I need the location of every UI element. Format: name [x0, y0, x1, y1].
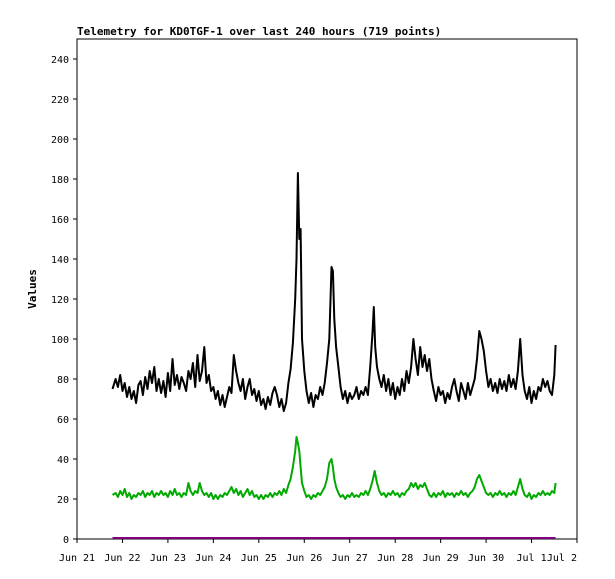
y-tick-label: 60	[57, 415, 69, 426]
series-layer	[111, 172, 557, 539]
x-tick-label: Jun 22	[104, 553, 140, 564]
plot-frame	[76, 38, 578, 540]
y-tick-label: 140	[51, 255, 69, 266]
x-tick-label: Jun 25	[241, 553, 277, 564]
x-tick-label: Jun 26	[286, 553, 322, 564]
y-axis-label: Values	[26, 269, 39, 309]
y-axis: 0 20 40 60 80 100 120 140 160 180 200 220 240	[51, 55, 77, 546]
y-tick-label: 200	[51, 135, 69, 146]
x-tick-label: Jun 21	[59, 553, 95, 564]
y-tick-label: 180	[51, 175, 69, 186]
series-line-2	[111, 436, 557, 500]
y-tick-label: 220	[51, 95, 69, 106]
x-tick-label: Jun 30	[468, 553, 504, 564]
x-tick-label: Jun 27	[332, 553, 368, 564]
y-tick-label: 80	[57, 375, 69, 386]
chart-title: Telemetry for KD0TGF-1 over last 240 hou…	[77, 25, 441, 38]
y-tick-label: 0	[63, 535, 69, 546]
x-tick-label: Jun 29	[423, 553, 459, 564]
y-tick-label: 240	[51, 55, 69, 66]
y-tick-label: 20	[57, 495, 69, 506]
y-tick-label: 120	[51, 295, 69, 306]
x-tick-label: Jun 28	[377, 553, 413, 564]
x-tick-label: Jun 23	[150, 553, 186, 564]
x-tick-label: Jun 24	[195, 553, 231, 564]
y-tick-label: 40	[57, 455, 69, 466]
y-tick-label: 160	[51, 215, 69, 226]
y-tick-label: 100	[51, 335, 69, 346]
x-tick-label: Jul 2	[547, 553, 577, 564]
x-tick-label: Jul 1	[516, 553, 546, 564]
series-line-1	[111, 172, 557, 412]
x-axis: Jun 21 Jun 22 Jun 23 Jun 24 Jun 25 Jun 26 Jun …	[59, 539, 578, 564]
